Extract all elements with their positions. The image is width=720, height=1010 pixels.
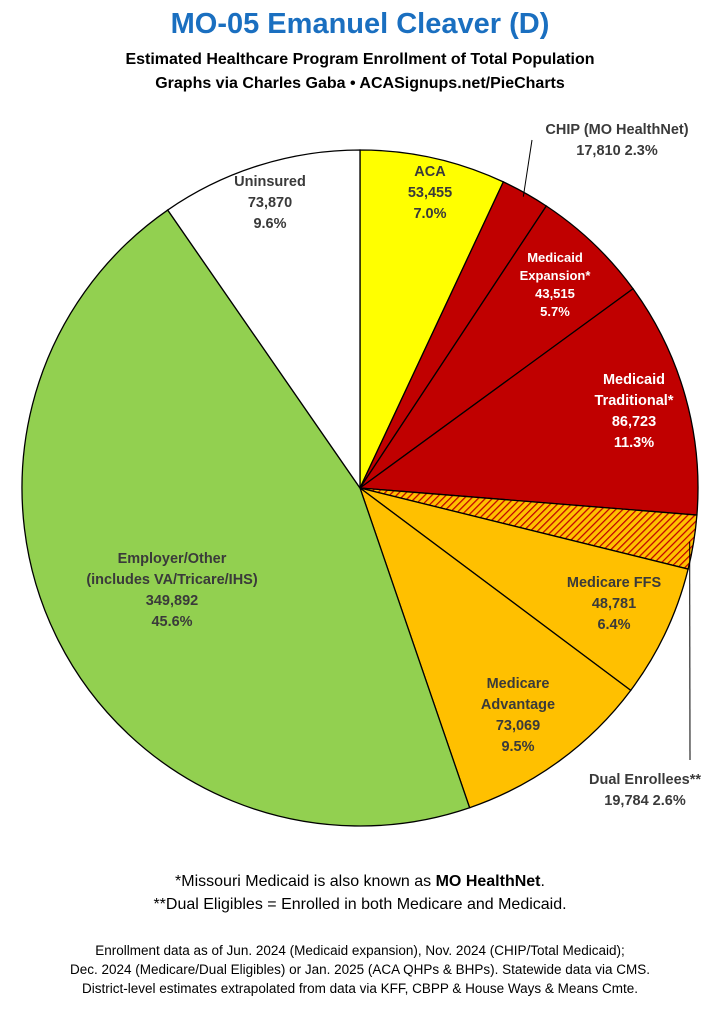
slice-label: Medicare Advantage 73,069 9.5% [481, 676, 555, 755]
source-note-1: Enrollment data as of Jun. 2024 (Medicai… [95, 943, 625, 958]
footnote-dual: **Dual Eligibles = Enrolled in both Medi… [153, 896, 567, 913]
pie-slice [359, 149, 505, 489]
chart-credit: Graphs via Charles Gaba • ACASignups.net… [155, 75, 565, 92]
slice-label: Employer/Other (includes VA/Tricare/IHS) 3… [86, 551, 258, 630]
pie-slice [359, 487, 689, 692]
footnote-medicaid-name: MO HealthNet [435, 873, 541, 890]
slice-labels: ACA 53,455 7.0% CHIP (MO HealthNet) 17,810 2… [86, 122, 701, 809]
pie-slice [358, 287, 699, 516]
pie-slices [21, 149, 699, 827]
slice-label: ACA 53,455 7.0% [408, 164, 452, 222]
footnote-medicaid-end: . [540, 873, 545, 890]
pie-slice [21, 209, 471, 827]
chart-subtitle: Estimated Healthcare Program Enrollment … [125, 51, 595, 68]
slice-label: Dual Enrollees** 19,784 2.6% [589, 772, 701, 809]
slice-label: Medicare FFS 48,781 6.4% [567, 575, 662, 633]
source-note-2: Dec. 2024 (Medicare/Dual Eligibles) or J… [70, 962, 650, 977]
leader-lines [522, 139, 691, 761]
pie-slice [358, 486, 632, 809]
pie-chart: ACA 53,455 7.0% CHIP (MO HealthNet) 17,810 2… [21, 122, 701, 827]
slice-label: Uninsured 73,870 9.6% [234, 174, 306, 232]
pie-slice [166, 149, 361, 491]
leader-line [522, 139, 533, 197]
source-note-3: District-level estimates extrapolated fr… [82, 981, 638, 996]
slice-label: Medicaid Traditional* 86,723 11.3% [595, 372, 674, 451]
slice-label: Medicaid Expansion* 43,515 5.7% [520, 250, 592, 319]
footnote-medicaid: *Missouri Medicaid is also known as MO H… [0, 873, 720, 891]
footnote-medicaid-text: *Missouri Medicaid is also known as [175, 873, 436, 890]
slice-label: CHIP (MO HealthNet) 17,810 2.3% [545, 122, 688, 159]
chart-title: MO-05 Emanuel Cleaver (D) [170, 8, 550, 40]
